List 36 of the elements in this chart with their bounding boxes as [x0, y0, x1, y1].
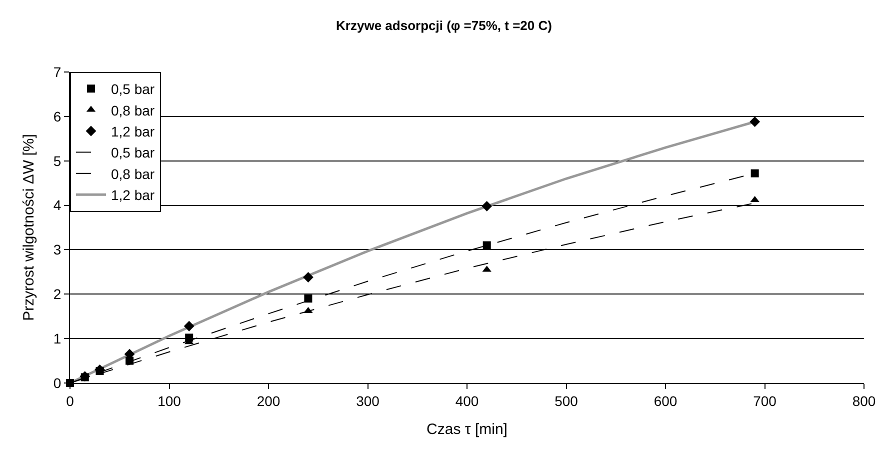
- y-tick-label: 1: [53, 330, 62, 346]
- y-tick-label: 4: [53, 197, 62, 214]
- y-tick-label: 7: [53, 64, 62, 80]
- chart-title: Krzywe adsorpcji (φ =75%, t =20 C): [336, 18, 552, 33]
- legend-label: 1,2 bar: [111, 123, 155, 140]
- y-tick-label: 0: [53, 374, 62, 391]
- point: [96, 367, 104, 375]
- point: [304, 294, 312, 303]
- x-tick-label: 800: [852, 392, 876, 409]
- point: [184, 320, 194, 332]
- point: [303, 272, 314, 282]
- point: [482, 200, 492, 212]
- point: [185, 334, 194, 342]
- y-tick-label: 6: [53, 108, 62, 124]
- legend-label: 0,5 bar: [111, 144, 155, 161]
- legend-label: 0,8 bar: [111, 102, 155, 118]
- x-tick-label: 300: [356, 392, 380, 409]
- point: [750, 116, 760, 127]
- point: [126, 356, 134, 365]
- y-tick-label: 5: [53, 152, 62, 169]
- x-tick-label: 0: [66, 392, 74, 409]
- legend-label: 1,2 bar: [111, 187, 155, 204]
- y-tick-label: 3: [53, 242, 62, 258]
- y-axis-title: Przyrost wilgotności ΔW [%]: [20, 134, 38, 321]
- x-tick-label: 400: [455, 392, 479, 409]
- x-tick-label: 500: [554, 392, 578, 409]
- x-tick-label: 700: [753, 392, 777, 409]
- x-tick-label: 600: [654, 392, 678, 409]
- x-axis-title: Czas τ [min]: [426, 420, 508, 438]
- point: [482, 241, 491, 250]
- legend-label: 0,8 bar: [111, 166, 155, 182]
- y-tick-label: 2: [53, 286, 62, 302]
- x-tick-label: 100: [158, 392, 182, 409]
- x-tick-label: 200: [256, 392, 280, 409]
- point: [750, 169, 759, 178]
- legend-label: 0,5 bar: [111, 81, 155, 98]
